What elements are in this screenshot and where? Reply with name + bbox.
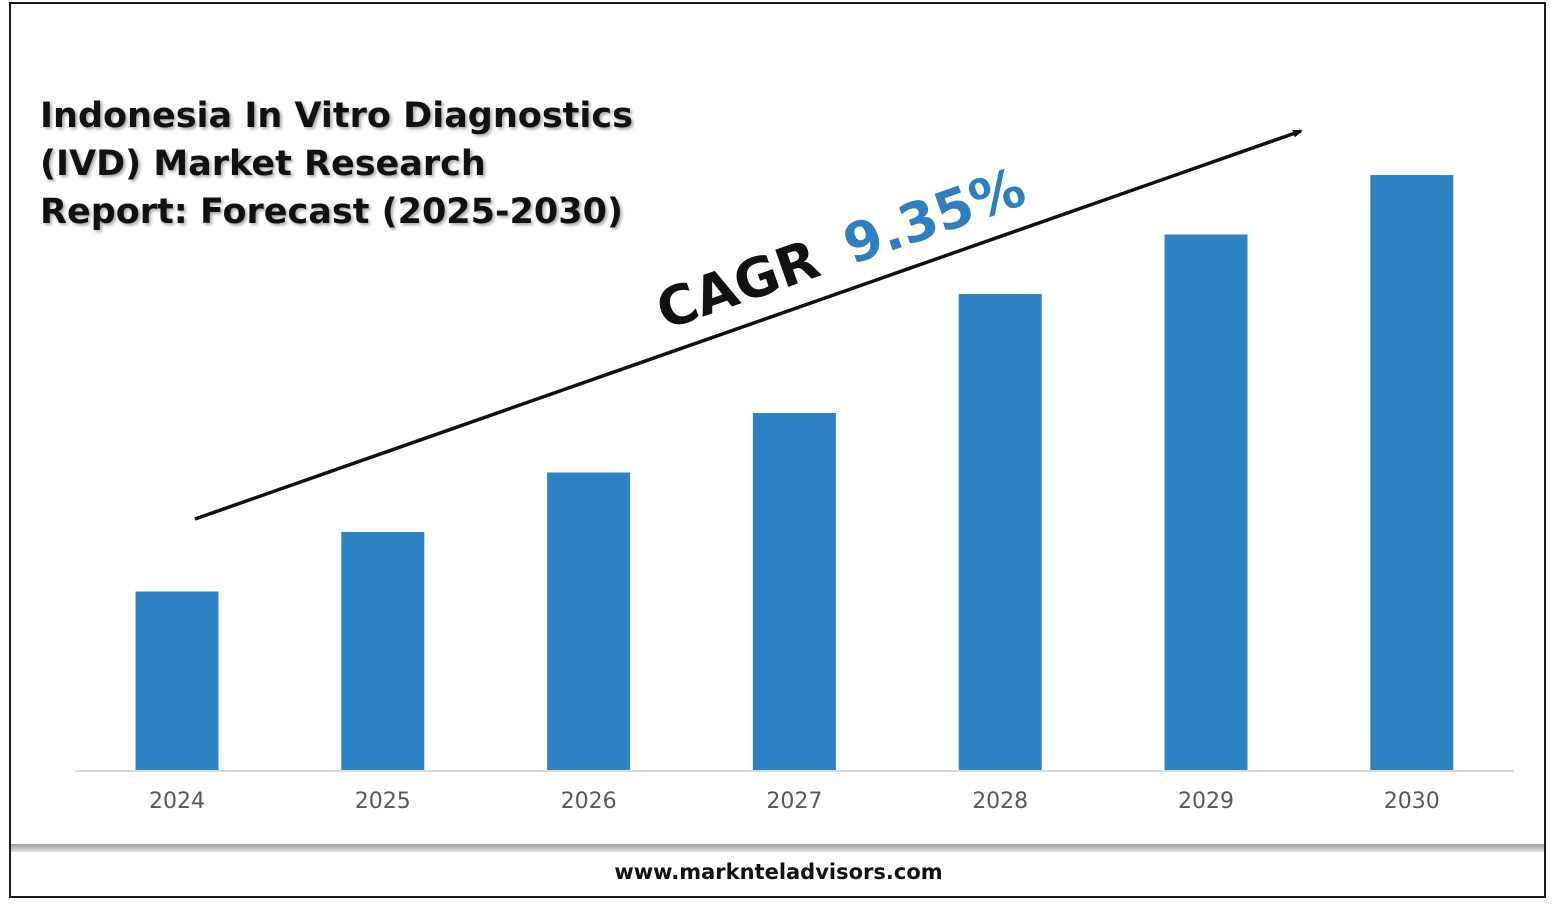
x-tick-label-2026: 2026 [561,789,617,814]
bar-2027 [752,413,836,770]
bar-2030 [1370,175,1454,770]
x-tick-label-2028: 2028 [972,789,1028,814]
bar-2024 [135,591,219,770]
bar-2026 [547,472,631,770]
bar-2025 [341,532,425,770]
x-tick-label-2030: 2030 [1384,789,1440,814]
cagr-label: CAGR [648,228,827,343]
bar-series [135,175,1454,770]
chart-title: Indonesia In Vitro Diagnostics (IVD) Mar… [40,92,660,236]
x-axis-ticks: 2024 2025 2026 2027 2028 2029 2030 [149,789,1440,814]
title-line-3: Report: Forecast (2025-2030) [40,192,623,232]
title-line-2: (IVD) Market Research [40,144,486,184]
footer-divider [11,844,1544,852]
bar-2029 [1164,234,1248,770]
title-line-1: Indonesia In Vitro Diagnostics [40,96,633,136]
footer-url[interactable]: www.marknteladvisors.com [614,860,943,884]
cagr-trend-arrow [194,129,1303,521]
bar-2028 [958,294,1042,770]
x-tick-label-2027: 2027 [766,789,822,814]
x-tick-label-2024: 2024 [149,789,205,814]
x-tick-label-2029: 2029 [1178,789,1234,814]
x-tick-label-2025: 2025 [355,789,411,814]
